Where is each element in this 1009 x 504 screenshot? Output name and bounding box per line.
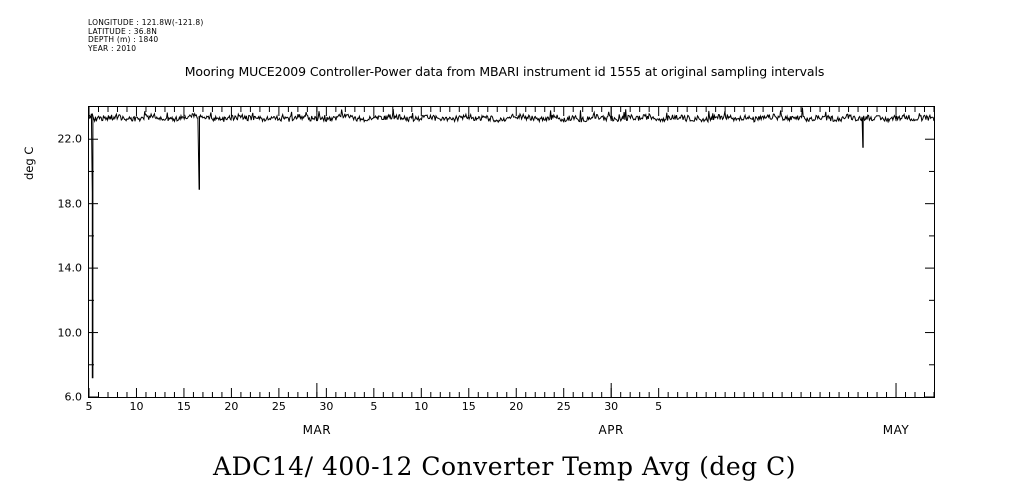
figure-caption: ADC14/ 400-12 Converter Temp Avg (deg C): [213, 452, 796, 481]
x-tick-label: 5: [655, 400, 663, 413]
y-tick-label: 6.0: [64, 390, 83, 404]
y-tick-label: 10.0: [57, 326, 83, 340]
x-tick-label: 25: [556, 400, 571, 413]
x-tick-label: 10: [414, 400, 429, 413]
y-tick-label: 22.0: [57, 132, 83, 146]
metadata-depth: DEPTH (m) : 1840: [88, 35, 159, 45]
x-tick-label: 30: [604, 400, 619, 413]
y-tick-label: 18.0: [57, 197, 83, 211]
x-month-label: APR: [598, 423, 624, 437]
x-tick-label: 5: [370, 400, 378, 413]
x-month-label: MAY: [882, 423, 910, 437]
x-tick-label: 5: [85, 400, 93, 413]
metadata-year: YEAR : 2010: [88, 43, 137, 53]
x-month-label: MAR: [302, 423, 332, 437]
x-tick-label: 30: [319, 400, 334, 413]
metadata-longitude: LONGITUDE : 121.8W(-121.8): [88, 18, 204, 27]
x-tick-label: 20: [509, 400, 524, 413]
x-tick-label: 20: [224, 400, 239, 413]
chart-canvas: [89, 107, 934, 397]
data-series-line: [89, 107, 934, 379]
plot-title: Mooring MUCE2009 Controller-Power data f…: [184, 64, 825, 79]
y-axis-tick-labels: 22.0 18.0 14.0 10.0 6.0: [0, 106, 83, 404]
x-tick-label: 10: [129, 400, 144, 413]
x-tick-label: 15: [176, 400, 191, 413]
x-tick-label: 15: [461, 400, 476, 413]
x-axis-month-labels: MAR APR MAY: [88, 423, 935, 441]
y-tick-label: 14.0: [57, 261, 83, 275]
x-axis-tick-labels: 5 10 15 20 25 30 5 10 15 20 25 30 5: [85, 400, 935, 416]
metadata-latitude: LATITUDE : 36.8N: [88, 26, 158, 36]
axis-ticks: [89, 107, 934, 397]
plot-area: [88, 106, 935, 398]
metadata-block: LONGITUDE : 121.8W(-121.8) LATITUDE : 36…: [88, 18, 204, 53]
x-tick-label: 25: [271, 400, 286, 413]
